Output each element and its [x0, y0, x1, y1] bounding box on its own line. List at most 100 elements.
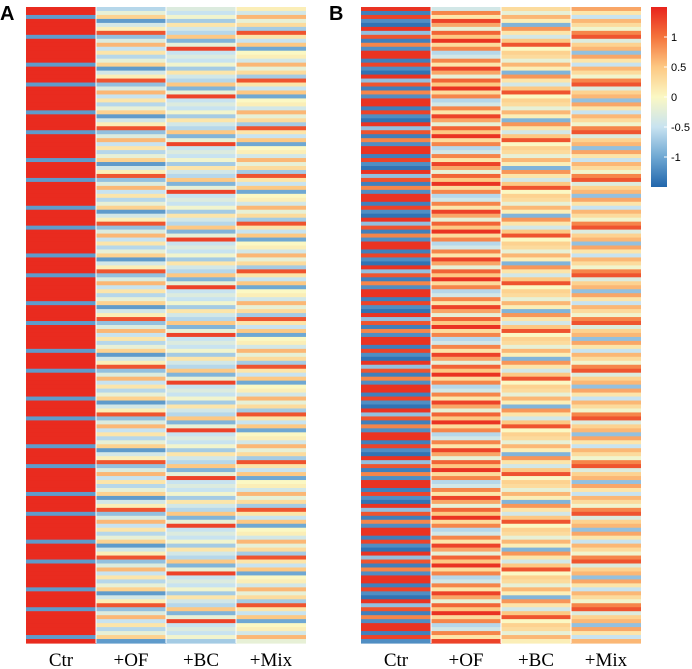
heatmap-cell: [166, 635, 236, 640]
heatmap-cell: [501, 372, 571, 378]
heatmap-cell: [166, 22, 236, 28]
heatmap-cell: [501, 635, 571, 640]
heatmap-cell: [26, 313, 96, 318]
heatmap-cell: [166, 313, 236, 318]
heatmap-cell: [236, 360, 306, 366]
heatmap-cell: [166, 162, 236, 167]
heatmap-cell: [236, 555, 306, 561]
heatmap-cell: [166, 611, 236, 616]
heatmap-cell: [501, 428, 571, 433]
heatmap-cell: [166, 336, 236, 342]
heatmap-cell: [571, 591, 641, 596]
heatmap-cell: [431, 352, 501, 358]
heatmap-cell: [96, 595, 166, 600]
heatmap-cell: [361, 448, 431, 453]
heatmap-cell: [96, 26, 166, 32]
heatmap-cell: [166, 380, 236, 386]
heatmap-cell: [361, 595, 431, 600]
heatmap-cell: [431, 98, 501, 103]
heatmap-cell: [361, 106, 431, 111]
column-label: +OF: [113, 650, 148, 669]
heatmap-cell: [96, 217, 166, 223]
heatmap-cell: [26, 340, 96, 346]
heatmap-cell: [236, 34, 306, 40]
heatmap-cell: [166, 185, 236, 191]
heatmap-cell: [361, 309, 431, 314]
heatmap-cell: [96, 185, 166, 191]
heatmap-cell: [571, 515, 641, 521]
heatmap-cell: [26, 297, 96, 302]
heatmap-cell: [26, 78, 96, 84]
heatmap-cell: [236, 42, 306, 48]
colorbar-tick-label: 0: [671, 92, 677, 104]
heatmap-cell: [501, 30, 571, 36]
heatmap-cell: [361, 416, 431, 422]
heatmap-cell: [431, 166, 501, 171]
heatmap-cell: [236, 301, 306, 306]
heatmap-cell: [236, 599, 306, 604]
heatmap-cell: [236, 392, 306, 398]
heatmap-cell: [361, 273, 431, 278]
heatmap-cell: [236, 253, 306, 259]
heatmap-cell: [236, 166, 306, 171]
heatmap-cell: [431, 563, 501, 569]
heatmap-cell: [361, 559, 431, 565]
heatmap-cell: [501, 499, 571, 505]
heatmap-cell: [26, 639, 96, 644]
heatmap-cell: [501, 102, 571, 107]
heatmap-cell: [501, 352, 571, 358]
heatmap-cell: [571, 507, 641, 513]
heatmap-cell: [166, 603, 236, 608]
heatmap-cell: [96, 237, 166, 243]
heatmap-cell: [361, 372, 431, 378]
heatmap-cell: [166, 221, 236, 227]
heatmap-cell: [26, 611, 96, 616]
heatmap-cell: [236, 317, 306, 322]
heatmap-cell: [571, 396, 641, 402]
heatmap-cell: [96, 507, 166, 513]
heatmap-cell: [571, 285, 641, 290]
heatmap-cell: [431, 452, 501, 457]
heatmap-cell: [571, 122, 641, 127]
heatmap-cell: [166, 456, 236, 461]
heatmap-cell: [236, 257, 306, 263]
heatmap-cell: [571, 38, 641, 44]
heatmap-cell: [361, 547, 431, 553]
heatmap-cell: [571, 86, 641, 92]
heatmap-cell: [431, 631, 501, 636]
heatmap-cell: [431, 408, 501, 414]
heatmap-cell: [501, 555, 571, 561]
heatmap-cell: [166, 74, 236, 80]
heatmap-cell: [571, 114, 641, 119]
heatmap-cell: [431, 491, 501, 497]
heatmap-cell: [571, 352, 641, 358]
heatmap-cell: [571, 428, 641, 433]
heatmap-cell: [236, 635, 306, 640]
heatmap-cell: [236, 575, 306, 581]
heatmap-cell: [166, 293, 236, 298]
heatmap-cell: [431, 440, 501, 445]
colorbar-tick-label: 1: [671, 32, 677, 44]
heatmap-cell: [431, 38, 501, 44]
heatmap-cell: [166, 392, 236, 398]
heatmap-cell: [571, 18, 641, 24]
heatmap-cell: [166, 166, 236, 171]
heatmap-cell: [571, 452, 641, 457]
heatmap-cell: [96, 309, 166, 314]
heatmap-cell: [26, 575, 96, 581]
heatmap-cell: [501, 535, 571, 541]
heatmap-cell: [501, 122, 571, 127]
heatmap-cell: [236, 464, 306, 469]
heatmap-cell: [361, 420, 431, 425]
heatmap-cell: [96, 66, 166, 72]
heatmap-cell: [236, 205, 306, 211]
heatmap-cell: [361, 567, 431, 573]
heatmap-cell: [361, 456, 431, 461]
heatmap-cell: [431, 185, 501, 191]
heatmap-cell: [431, 615, 501, 620]
heatmap-cell: [361, 169, 431, 175]
heatmap-cell: [236, 289, 306, 294]
heatmap-cell: [501, 162, 571, 167]
heatmap-cell: [26, 495, 96, 501]
